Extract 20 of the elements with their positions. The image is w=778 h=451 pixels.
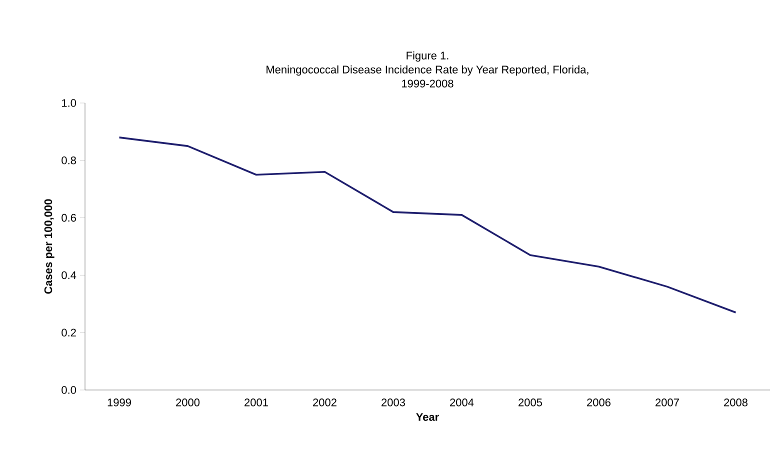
x-tick-label: 2005 [518,398,542,406]
x-tick-label: 2008 [724,398,748,406]
x-tick-label: 2002 [313,398,336,406]
x-tick-label: 2000 [176,398,200,406]
line-series [118,136,737,314]
x-tick-label: 2006 [587,398,610,406]
chart-title: Figure 1. Meningococcal Disease Incidence Rate by Year Reported, Florida, 1999-2008 [266,51,588,88]
y-axis-title: Cases per 100,000 [44,199,54,294]
x-tick-label: 2001 [244,398,268,406]
y-tick-label: 0.4 [62,271,76,280]
y-tick-label: 0.6 [62,214,76,222]
x-tick-label: 2004 [450,398,474,406]
x-axis-title: Year [416,413,439,421]
y-tick-label: 0.2 [62,328,76,336]
y-tick-label: 0.8 [62,156,76,164]
x-tick-label: 1999 [108,398,131,406]
x-tick-label: 2007 [656,398,679,406]
x-tick-label: 2003 [382,398,405,406]
y-tick-label: 1.0 [62,99,76,107]
y-tick-label: 0.0 [62,386,76,394]
